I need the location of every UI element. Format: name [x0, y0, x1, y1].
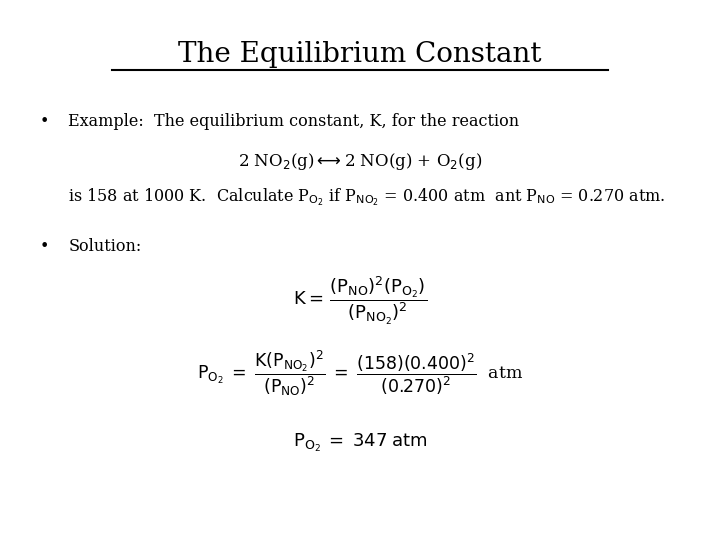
Text: $\rm P_{O_2}\;=\;\dfrac{K(P_{NO_2})^2}{(P_{NO})^2}\;=\;\dfrac{(158)(0.400)^2}{(0: $\rm P_{O_2}\;=\;\dfrac{K(P_{NO_2})^2}{(…: [197, 348, 523, 398]
Text: The Equilibrium Constant: The Equilibrium Constant: [179, 40, 541, 68]
Text: $\rm K{=}\,\dfrac{(P_{NO})^2(P_{O_2})}{(P_{NO_2})^2}$: $\rm K{=}\,\dfrac{(P_{NO})^2(P_{O_2})}{(…: [293, 275, 427, 327]
Text: •: •: [40, 113, 49, 130]
Text: Example:  The equilibrium constant, K, for the reaction: Example: The equilibrium constant, K, fo…: [68, 113, 520, 130]
Text: is 158 at 1000 K.  Calculate P$_{\rm O_2}$ if P$_{\rm NO_2}$ = 0.400 atm  ant P$: is 158 at 1000 K. Calculate P$_{\rm O_2}…: [68, 186, 666, 208]
Text: 2 NO$_2$(g)$\longleftrightarrow$2 NO(g) + O$_2$(g): 2 NO$_2$(g)$\longleftrightarrow$2 NO(g) …: [238, 151, 482, 172]
Text: •: •: [40, 238, 49, 254]
Text: $\rm P_{O_2}\;=\;347\;atm$: $\rm P_{O_2}\;=\;347\;atm$: [292, 432, 428, 454]
Text: Solution:: Solution:: [68, 238, 142, 254]
